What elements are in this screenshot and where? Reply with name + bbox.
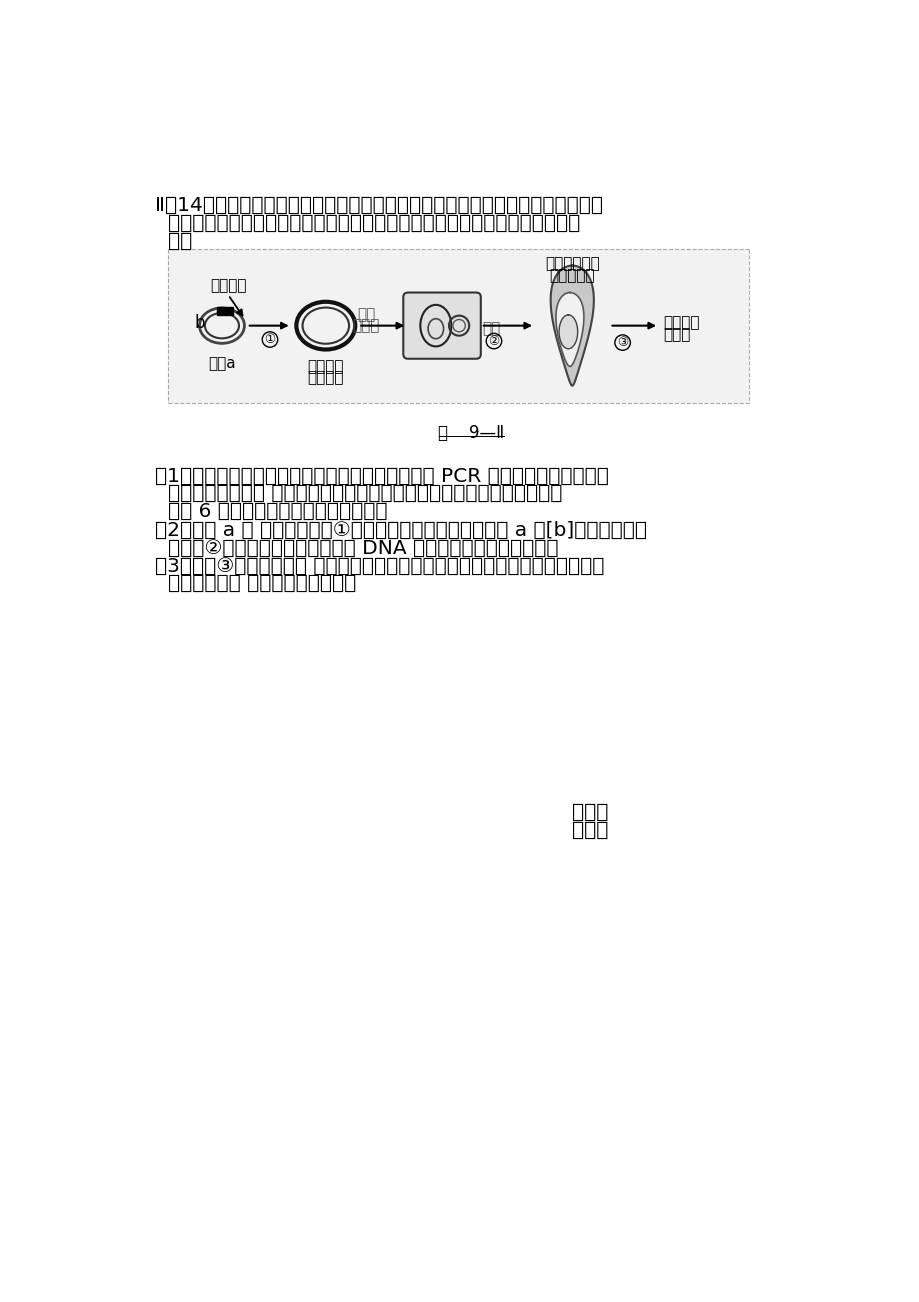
Text: 载体a: 载体a bbox=[208, 357, 235, 371]
Text: 题：: 题： bbox=[167, 232, 192, 251]
Text: b: b bbox=[195, 314, 205, 332]
Text: 岛素的方法是 ＿＿＿＿＿＿＿＿。: 岛素的方法是 ＿＿＿＿＿＿＿＿。 bbox=[167, 574, 356, 594]
Text: （3）过程③采用的技术是 ＿＿＿＿＿＿＿＿，检测该转基因南瓜是否可以生产胰: （3）过程③采用的技术是 ＿＿＿＿＿＿＿＿，检测该转基因南瓜是否可以生产胰 bbox=[155, 557, 604, 575]
Polygon shape bbox=[555, 293, 584, 366]
Text: 瓜植株: 瓜植株 bbox=[663, 327, 690, 342]
Text: （2）载体 a 是 ＿＿＿＿，在①过程中将目的基因插入到载体 a 的[b]＿＿＿＿上，: （2）载体 a 是 ＿＿＿＿，在①过程中将目的基因插入到载体 a 的[b]＿＿＿… bbox=[155, 521, 647, 540]
Text: （1）图中的目的基因是＿＿＿＿＿＿＿＿＿，利用 PCR 技术扩增目的基因时与: （1）图中的目的基因是＿＿＿＿＿＿＿＿＿，利用 PCR 技术扩增目的基因时与 bbox=[155, 466, 608, 486]
Bar bbox=[167, 249, 748, 402]
Text: 目的基因插入: 目的基因插入 bbox=[544, 256, 599, 271]
Polygon shape bbox=[550, 266, 593, 385]
Text: 导入: 导入 bbox=[357, 307, 375, 322]
Text: 目的基因: 目的基因 bbox=[210, 277, 246, 293]
Text: 感染: 感染 bbox=[482, 322, 500, 336]
Text: ①: ① bbox=[264, 333, 276, 346]
Text: 颜英波: 颜英波 bbox=[572, 803, 608, 822]
Text: 农杆菌: 农杆菌 bbox=[352, 318, 380, 333]
Text: Ⅱ（14分）南瓜易种植，抗病、抗虫能力强，产量高。有人突发奇想，欲用南瓜生: Ⅱ（14分）南瓜易种植，抗病、抗虫能力强，产量高。有人突发奇想，欲用南瓜生 bbox=[155, 197, 603, 215]
Text: 构建基因: 构建基因 bbox=[307, 359, 344, 375]
Bar bbox=[217, 307, 233, 315]
Text: 单链互补的引物在 ＿＿＿＿＿＿＿（酶）作用下进行延伸合成子链，扩增: 单链互补的引物在 ＿＿＿＿＿＿＿（酶）作用下进行延伸合成子链，扩增 bbox=[167, 484, 562, 504]
Text: 表达载体: 表达载体 bbox=[307, 370, 344, 385]
FancyBboxPatch shape bbox=[403, 293, 481, 359]
Text: 转基因南: 转基因南 bbox=[663, 315, 699, 329]
Text: ③: ③ bbox=[617, 336, 628, 349]
Text: 再通过②整合到南瓜细胞染色体的 DNA 上，得到转基因南瓜细胞。: 再通过②整合到南瓜细胞染色体的 DNA 上，得到转基因南瓜细胞。 bbox=[167, 539, 558, 559]
Text: 循环 6 次可产生＿＿＿＿个目的基因。: 循环 6 次可产生＿＿＿＿个目的基因。 bbox=[167, 503, 387, 521]
Text: 唐吉耀: 唐吉耀 bbox=[572, 820, 608, 840]
Polygon shape bbox=[559, 315, 577, 349]
Text: 产人胰岛素。下图是用农杆菌转化法培育转基因南瓜的示意图，请回答下列问: 产人胰岛素。下图是用农杆菌转化法培育转基因南瓜的示意图，请回答下列问 bbox=[167, 214, 579, 233]
Text: ②: ② bbox=[488, 335, 499, 348]
Text: 题    9—Ⅱ: 题 9—Ⅱ bbox=[437, 424, 505, 443]
Text: 到南瓜细胞: 到南瓜细胞 bbox=[549, 268, 595, 283]
